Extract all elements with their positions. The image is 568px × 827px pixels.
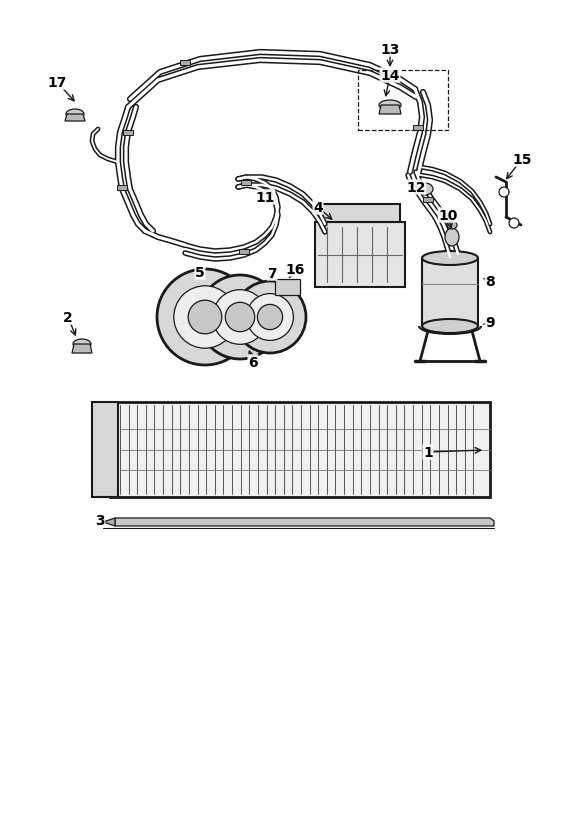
Ellipse shape [73,340,91,350]
Text: 6: 6 [248,356,258,370]
Polygon shape [72,345,92,354]
Text: 13: 13 [381,43,400,57]
Text: 2: 2 [63,311,73,325]
Bar [123,131,133,136]
Polygon shape [275,280,300,295]
Bar [423,198,433,203]
Bar [358,71,448,131]
Text: 12: 12 [406,181,426,195]
Text: 5: 5 [195,265,205,280]
Circle shape [499,188,509,198]
Polygon shape [103,519,115,526]
Ellipse shape [447,222,457,230]
Polygon shape [379,106,401,115]
Text: 15: 15 [512,153,532,167]
Text: 7: 7 [267,266,277,280]
Text: 4: 4 [313,201,323,215]
Bar [413,126,423,131]
Text: 8: 8 [485,275,495,289]
Bar [385,76,395,81]
Text: 11: 11 [255,191,275,205]
Ellipse shape [66,110,84,120]
Polygon shape [320,205,400,222]
Polygon shape [92,403,118,497]
Polygon shape [315,222,405,288]
Ellipse shape [417,184,433,196]
Text: 16: 16 [285,263,304,277]
Circle shape [257,305,283,330]
Text: 17: 17 [47,76,66,90]
Text: 9: 9 [485,316,495,330]
Circle shape [234,282,306,354]
Circle shape [188,301,222,334]
Ellipse shape [445,229,459,246]
Bar [241,180,251,185]
Bar [239,249,249,254]
Ellipse shape [379,101,401,111]
Circle shape [157,270,253,366]
Ellipse shape [422,251,478,265]
Bar [180,60,190,65]
Circle shape [509,218,519,229]
Polygon shape [422,259,478,327]
Text: 3: 3 [95,514,105,528]
Circle shape [174,286,236,349]
Text: 14: 14 [380,69,400,83]
Polygon shape [115,519,494,526]
Bar [117,185,127,190]
Circle shape [212,290,268,345]
Ellipse shape [422,319,478,333]
Text: 1: 1 [423,446,433,460]
Circle shape [198,275,282,360]
Polygon shape [65,115,85,122]
Polygon shape [110,403,490,497]
Text: 10: 10 [438,208,458,222]
Circle shape [247,294,294,341]
Circle shape [225,303,254,332]
